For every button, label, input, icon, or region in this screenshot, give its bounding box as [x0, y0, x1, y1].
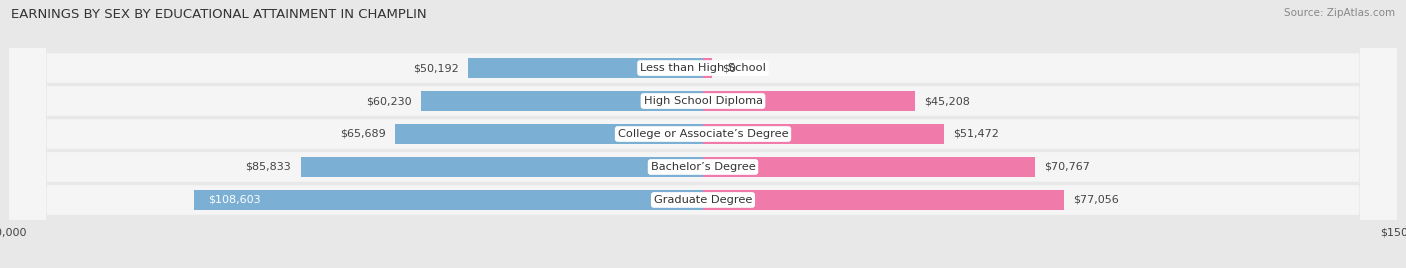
FancyBboxPatch shape	[10, 0, 1396, 268]
Text: Graduate Degree: Graduate Degree	[654, 195, 752, 205]
FancyBboxPatch shape	[10, 0, 1396, 268]
Text: $60,230: $60,230	[366, 96, 412, 106]
Text: $65,689: $65,689	[340, 129, 385, 139]
Text: Bachelor’s Degree: Bachelor’s Degree	[651, 162, 755, 172]
FancyBboxPatch shape	[10, 0, 1396, 268]
Bar	[395, 124, 703, 144]
FancyBboxPatch shape	[10, 0, 1396, 268]
Bar	[468, 58, 703, 78]
Bar	[703, 58, 713, 78]
Text: High School Diploma: High School Diploma	[644, 96, 762, 106]
Text: EARNINGS BY SEX BY EDUCATIONAL ATTAINMENT IN CHAMPLIN: EARNINGS BY SEX BY EDUCATIONAL ATTAINMEN…	[11, 8, 427, 21]
Text: $85,833: $85,833	[246, 162, 291, 172]
Bar	[703, 124, 945, 144]
Bar	[703, 91, 915, 111]
Text: $108,603: $108,603	[208, 195, 260, 205]
Text: $70,767: $70,767	[1045, 162, 1090, 172]
FancyBboxPatch shape	[10, 0, 1396, 268]
Text: $51,472: $51,472	[953, 129, 1000, 139]
Text: College or Associate’s Degree: College or Associate’s Degree	[617, 129, 789, 139]
Text: $45,208: $45,208	[924, 96, 970, 106]
Text: $50,192: $50,192	[412, 63, 458, 73]
Text: Source: ZipAtlas.com: Source: ZipAtlas.com	[1284, 8, 1395, 18]
Bar	[301, 157, 703, 177]
Text: Less than High School: Less than High School	[640, 63, 766, 73]
Bar	[194, 190, 703, 210]
Bar	[703, 157, 1035, 177]
Bar	[420, 91, 703, 111]
Text: $77,056: $77,056	[1074, 195, 1119, 205]
Text: $0: $0	[721, 63, 735, 73]
Bar	[703, 190, 1064, 210]
